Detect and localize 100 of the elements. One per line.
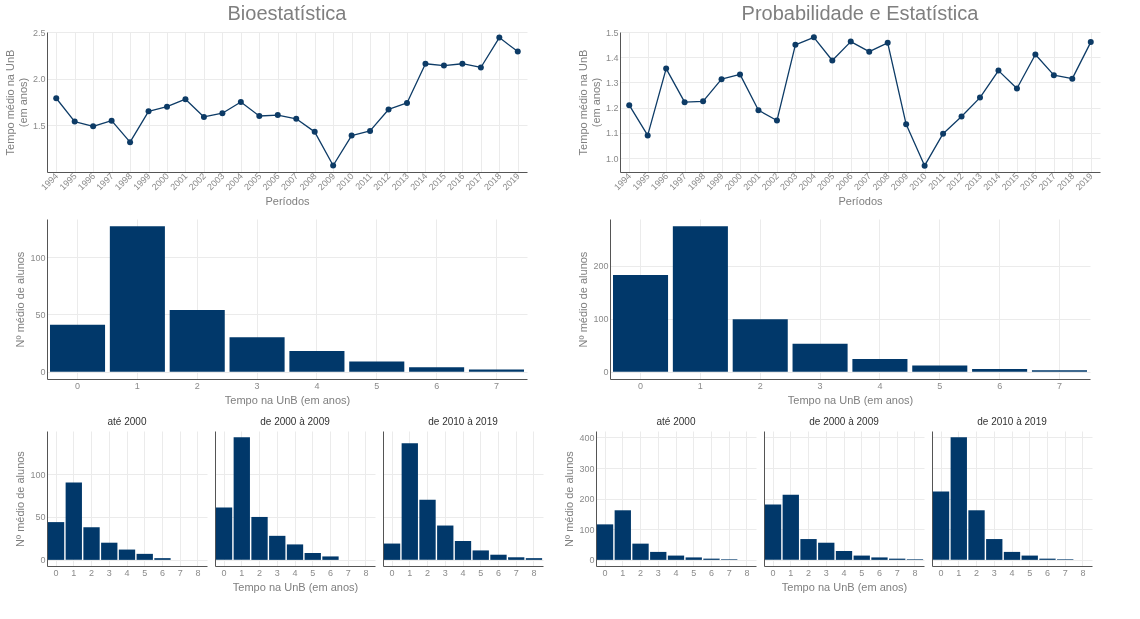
point — [681, 99, 688, 106]
x-tick-label: 6 — [495, 567, 501, 578]
y-tick-label: 100 — [579, 524, 595, 535]
x-tick-label: 8 — [744, 567, 750, 578]
point — [884, 39, 891, 46]
y-tick-label: 2.5 — [32, 27, 46, 38]
bar — [109, 226, 165, 372]
y-tick-label: 50 — [35, 512, 46, 523]
y-tick-label: 0 — [589, 555, 595, 566]
x-tick-label: 7 — [1056, 380, 1062, 391]
x-tick-label: 5 — [142, 567, 148, 578]
y-tick-label: 100 — [30, 469, 46, 480]
point — [995, 67, 1002, 74]
point — [700, 98, 707, 105]
bar — [972, 369, 1028, 372]
point — [829, 57, 836, 64]
bar — [289, 351, 345, 372]
x-tick-label: 1 — [620, 567, 626, 578]
bar — [612, 274, 669, 372]
x-tick-label: 2 — [974, 567, 980, 578]
x-tick-label: 5 — [310, 567, 316, 578]
point — [1087, 39, 1094, 46]
point — [219, 110, 226, 117]
chart-title: de 2000 à 2009 — [809, 416, 880, 427]
x-axis-title: Tempo na UnB (em anos) — [224, 393, 351, 406]
x-tick-label: 4 — [314, 380, 320, 391]
bar — [732, 319, 788, 372]
point — [737, 71, 743, 78]
point — [1013, 85, 1020, 92]
bar — [229, 337, 285, 372]
x-tick-label: 4 — [292, 567, 298, 578]
x-tick-label: 7 — [177, 567, 183, 578]
point — [182, 96, 189, 103]
y-tick-label: 1.2 — [605, 103, 619, 114]
y-tick-label: 1.0 — [605, 153, 619, 164]
x-tick-label: 5 — [1027, 567, 1033, 578]
x-tick-label: 4 — [841, 567, 847, 578]
point — [644, 132, 651, 139]
point — [164, 103, 170, 110]
point — [663, 65, 670, 72]
chart-title: até 2000 — [656, 416, 696, 427]
x-tick-label: 7 — [493, 380, 499, 391]
x-tick-label: 7 — [1062, 567, 1068, 578]
x-axis-title: Períodos — [265, 195, 311, 208]
bar — [409, 367, 465, 372]
x-tick-label: 0 — [938, 567, 944, 578]
point — [1069, 75, 1076, 82]
x-axis-title: Tempo na UnB (em anos) — [781, 580, 908, 593]
x-tick-label: 2 — [194, 380, 200, 391]
bar — [286, 544, 304, 560]
x-tick-label: 1 — [407, 567, 413, 578]
y-tick-label: 1.1 — [605, 128, 619, 139]
point — [903, 121, 910, 128]
x-tick-label: 1 — [134, 380, 140, 391]
point — [440, 62, 447, 69]
y-axis-title: Nº médio de alunos — [577, 251, 590, 348]
chart-title: até 2000 — [107, 416, 147, 427]
point — [977, 94, 983, 101]
x-tick-label: 7 — [726, 567, 732, 578]
point — [348, 132, 355, 139]
y-tick-label: 1.4 — [605, 52, 619, 63]
point — [810, 34, 817, 41]
point — [71, 118, 78, 125]
point — [367, 127, 374, 134]
point — [626, 102, 633, 109]
bar — [835, 550, 853, 560]
x-tick-label: 4 — [877, 380, 883, 391]
x-tick-label: 5 — [691, 567, 697, 578]
bar — [912, 365, 968, 372]
chart-title: de 2010 à 2019 — [428, 416, 499, 427]
point — [866, 48, 873, 55]
y-tick-label: 1.5 — [32, 120, 46, 131]
bar — [852, 359, 908, 372]
y-tick-label: 300 — [579, 463, 595, 474]
x-tick-label: 6 — [1044, 567, 1050, 578]
y-tick-label: 1.3 — [605, 77, 619, 88]
point — [958, 113, 965, 120]
bar — [764, 504, 782, 560]
bar — [667, 555, 685, 560]
chart-title: Probabilidade e Estatística — [741, 2, 980, 24]
x-tick-label: 4 — [460, 567, 466, 578]
point — [718, 76, 725, 83]
point — [200, 113, 207, 120]
x-tick-label: 2 — [806, 567, 812, 578]
x-tick-label: 0 — [389, 567, 395, 578]
x-tick-label: 5 — [374, 380, 380, 391]
bar — [672, 226, 728, 372]
chart-title: Bioestatística — [227, 2, 348, 24]
bar — [383, 543, 401, 560]
x-tick-label: 4 — [1009, 567, 1015, 578]
y-tick-label: 400 — [579, 432, 595, 443]
x-tick-label: 6 — [327, 567, 333, 578]
point — [514, 48, 521, 55]
y-axis-title: Tempo médio na UnB (em anos) — [576, 49, 602, 156]
x-tick-label: 7 — [894, 567, 900, 578]
y-axis-title: Tempo médio na UnB (em anos) — [3, 49, 29, 156]
x-tick-label: 2 — [425, 567, 431, 578]
x-tick-label: 1 — [239, 567, 245, 578]
bar — [454, 540, 472, 560]
x-tick-label: 6 — [434, 380, 440, 391]
